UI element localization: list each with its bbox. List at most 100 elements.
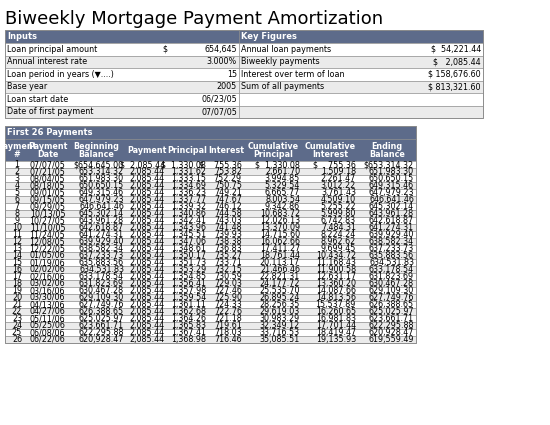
- Text: 634,531.83: 634,531.83: [369, 258, 414, 267]
- Text: 625,025.97: 625,025.97: [78, 314, 124, 323]
- Text: 1,333.15: 1,333.15: [171, 174, 206, 183]
- Bar: [5, 126, 416, 139]
- Bar: [5, 30, 483, 118]
- Bar: [239, 80, 483, 93]
- Text: Interest over term of loan: Interest over term of loan: [241, 70, 344, 79]
- Text: 1,340.86: 1,340.86: [171, 209, 206, 218]
- Text: 1,367.41: 1,367.41: [171, 328, 206, 337]
- Text: 643,961.28: 643,961.28: [369, 209, 414, 218]
- Text: 2,085.44: 2,085.44: [130, 265, 165, 274]
- Text: 637,233.73: 637,233.73: [79, 251, 124, 260]
- Text: 7: 7: [14, 202, 20, 211]
- Text: 633,178.54: 633,178.54: [369, 265, 414, 274]
- Text: 1,345.51: 1,345.51: [171, 230, 206, 239]
- Text: 642,618.87: 642,618.87: [369, 216, 414, 225]
- Text: 9,699.45: 9,699.45: [321, 244, 356, 253]
- Text: Payment: Payment: [28, 142, 67, 150]
- Text: 8: 8: [14, 209, 19, 218]
- Text: 1,334.69: 1,334.69: [171, 181, 206, 190]
- Text: 17,411.27: 17,411.27: [260, 244, 300, 253]
- Text: 645,302.14: 645,302.14: [79, 209, 124, 218]
- Bar: [5, 43, 239, 56]
- Text: 18,419.47: 18,419.47: [316, 328, 356, 337]
- Text: 6: 6: [14, 195, 19, 204]
- Text: 15: 15: [227, 70, 237, 79]
- Text: 24: 24: [12, 321, 22, 330]
- Text: Biweekly Mortgage Payment Amortization: Biweekly Mortgage Payment Amortization: [5, 10, 383, 28]
- Text: 3,994.85: 3,994.85: [265, 174, 300, 183]
- Text: 20: 20: [12, 293, 22, 302]
- Text: 744.58: 744.58: [214, 209, 242, 218]
- Text: 746.12: 746.12: [214, 202, 242, 211]
- Text: 12,631.17: 12,631.17: [316, 272, 356, 281]
- Text: 14,715.60: 14,715.60: [260, 230, 300, 239]
- Text: 02/02/06: 02/02/06: [30, 265, 65, 274]
- Text: 20,113.17: 20,113.17: [260, 258, 300, 267]
- Text: $  54,221.44: $ 54,221.44: [431, 45, 481, 54]
- Text: 8,224.24: 8,224.24: [321, 230, 356, 239]
- Text: $    755.36: $ 755.36: [199, 160, 242, 169]
- Text: 725.90: 725.90: [214, 293, 242, 302]
- Text: 631,823.69: 631,823.69: [79, 279, 124, 288]
- Text: 26,895.24: 26,895.24: [260, 293, 300, 302]
- Text: 2,085.44: 2,085.44: [130, 258, 165, 267]
- Text: 649,315.46: 649,315.46: [369, 181, 414, 190]
- Text: 9: 9: [14, 216, 20, 225]
- Bar: [5, 273, 416, 280]
- Text: 2: 2: [14, 167, 20, 176]
- Text: Loan period in years (▼....): Loan period in years (▼....): [7, 70, 114, 79]
- Bar: [5, 315, 416, 322]
- Text: 635,883.56: 635,883.56: [369, 251, 414, 260]
- Text: 733.71: 733.71: [214, 258, 242, 267]
- Text: 9,342.86: 9,342.86: [265, 202, 300, 211]
- Text: 2,085.44: 2,085.44: [130, 188, 165, 197]
- Text: $  2,085.44: $ 2,085.44: [120, 160, 165, 169]
- Text: 2,085.44: 2,085.44: [130, 314, 165, 323]
- Bar: [239, 93, 483, 105]
- Text: 1,343.96: 1,343.96: [171, 223, 206, 232]
- Text: 627,749.76: 627,749.76: [368, 293, 414, 302]
- Text: 645,302.14: 645,302.14: [369, 202, 414, 211]
- Text: 12: 12: [12, 237, 22, 246]
- Bar: [5, 168, 416, 175]
- Bar: [5, 175, 416, 182]
- Text: 743.03: 743.03: [214, 216, 242, 225]
- Text: 10/27/05: 10/27/05: [30, 216, 65, 225]
- Text: 2,085.44: 2,085.44: [130, 328, 165, 337]
- Text: 17,701.44: 17,701.44: [316, 321, 356, 330]
- Text: 2,085.44: 2,085.44: [130, 307, 165, 316]
- Bar: [5, 245, 416, 252]
- Text: 1,350.17: 1,350.17: [171, 251, 206, 260]
- Bar: [5, 203, 416, 210]
- Text: 15,537.89: 15,537.89: [316, 300, 356, 309]
- Text: 2,085.44: 2,085.44: [130, 279, 165, 288]
- Text: 16,981.83: 16,981.83: [316, 314, 356, 323]
- Bar: [5, 252, 416, 259]
- Text: 2,085.44: 2,085.44: [130, 230, 165, 239]
- Bar: [5, 189, 416, 196]
- Text: 651,983.30: 651,983.30: [369, 167, 414, 176]
- Bar: [5, 161, 416, 168]
- Text: 633,178.54: 633,178.54: [79, 272, 124, 281]
- Bar: [5, 238, 416, 245]
- Bar: [5, 80, 239, 93]
- Text: 22: 22: [12, 307, 22, 316]
- Text: 17: 17: [12, 272, 22, 281]
- Text: 2,085.44: 2,085.44: [130, 251, 165, 260]
- Text: 4: 4: [14, 181, 19, 190]
- Text: 627,749.76: 627,749.76: [79, 300, 124, 309]
- Text: Principal: Principal: [253, 150, 293, 159]
- Text: 1,362.68: 1,362.68: [171, 307, 206, 316]
- Text: 753.82: 753.82: [214, 167, 242, 176]
- Text: 6,742.83: 6,742.83: [321, 216, 356, 225]
- Text: Loan start date: Loan start date: [7, 95, 68, 104]
- Text: Cumulative: Cumulative: [248, 142, 299, 150]
- Text: 638,582.34: 638,582.34: [79, 244, 124, 253]
- Text: $  1,330.08: $ 1,330.08: [255, 160, 300, 169]
- Text: 14,813.56: 14,813.56: [316, 293, 356, 302]
- Text: 630,467.28: 630,467.28: [79, 286, 124, 295]
- Text: 747.67: 747.67: [214, 195, 242, 204]
- Text: 623,661.71: 623,661.71: [79, 321, 124, 330]
- Text: 630,467.28: 630,467.28: [369, 279, 414, 288]
- Text: 1,364.26: 1,364.26: [171, 314, 206, 323]
